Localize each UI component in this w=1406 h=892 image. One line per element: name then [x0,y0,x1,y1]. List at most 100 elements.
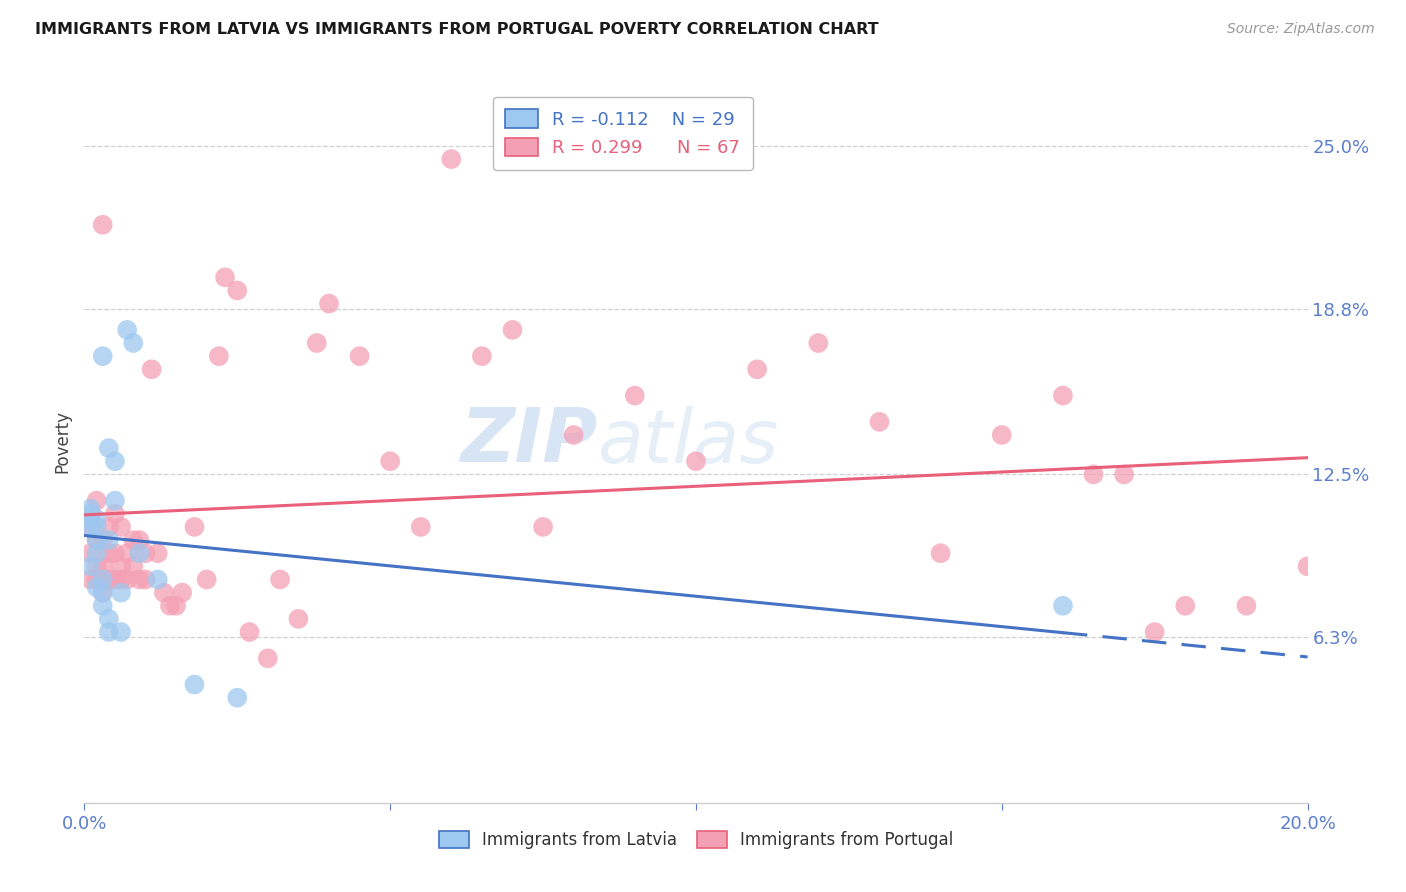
Point [183,520,205,534]
Point [110,573,132,587]
Point [86,573,108,587]
Point [91,585,114,599]
Point [807,336,830,351]
Point [1052,599,1074,613]
Point [104,493,127,508]
Point [86,533,108,547]
Point [104,454,127,468]
Point [110,520,132,534]
Point [97,441,120,455]
Point [91,559,114,574]
Point [97,625,120,640]
Point [135,546,157,560]
Point [86,493,108,508]
Point [86,533,108,547]
Point [502,323,524,337]
Point [747,362,769,376]
Point [1114,467,1136,482]
Point [531,520,554,534]
Point [104,507,127,521]
Point [183,677,205,691]
Point [79,559,101,574]
Point [122,533,145,547]
Point [122,559,145,574]
Point [91,585,114,599]
Point [97,520,120,534]
Point [208,349,231,363]
Point [86,546,108,560]
Point [91,573,114,587]
Point [104,546,127,560]
Point [869,415,891,429]
Point [122,336,145,351]
Point [1174,599,1197,613]
Point [269,573,291,587]
Point [110,559,132,574]
Point [86,580,108,594]
Point [79,546,101,560]
Point [79,520,101,534]
Point [1236,599,1258,613]
Point [318,296,340,310]
Point [86,559,108,574]
Point [380,454,402,468]
Point [91,218,114,232]
Point [86,520,108,534]
Point [991,428,1014,442]
Point [685,454,707,468]
Point [110,625,132,640]
Point [624,388,647,402]
Point [226,284,249,298]
Point [1052,388,1074,402]
Point [1083,467,1105,482]
Point [97,546,120,560]
Point [305,336,328,351]
Point [115,573,138,587]
Point [562,428,585,442]
Point [97,533,120,547]
Point [79,501,101,516]
Point [257,651,280,665]
Point [165,599,187,613]
Point [172,585,194,599]
Point [86,512,108,526]
Point [135,573,157,587]
Point [79,520,101,534]
Point [115,546,138,560]
Legend: Immigrants from Latvia, Immigrants from Portugal: Immigrants from Latvia, Immigrants from … [429,822,963,860]
Point [146,546,169,560]
Text: ZIP: ZIP [461,405,598,478]
Point [349,349,371,363]
Point [929,546,952,560]
Point [128,573,150,587]
Point [91,533,114,547]
Y-axis label: Poverty: Poverty [53,410,72,473]
Point [115,323,138,337]
Point [79,507,101,521]
Point [1143,625,1166,640]
Text: Source: ZipAtlas.com: Source: ZipAtlas.com [1227,22,1375,37]
Point [104,573,127,587]
Point [146,573,169,587]
Point [471,349,494,363]
Point [141,362,163,376]
Point [110,585,132,599]
Text: IMMIGRANTS FROM LATVIA VS IMMIGRANTS FROM PORTUGAL POVERTY CORRELATION CHART: IMMIGRANTS FROM LATVIA VS IMMIGRANTS FRO… [35,22,879,37]
Point [1296,559,1319,574]
Point [195,573,218,587]
Point [226,690,249,705]
Point [97,612,120,626]
Point [97,573,120,587]
Point [238,625,260,640]
Point [128,546,150,560]
Point [409,520,432,534]
Point [91,349,114,363]
Point [159,599,181,613]
Point [214,270,236,285]
Point [440,152,463,166]
Point [79,512,101,526]
Text: atlas: atlas [598,406,779,477]
Point [79,573,101,587]
Point [91,599,114,613]
Point [287,612,309,626]
